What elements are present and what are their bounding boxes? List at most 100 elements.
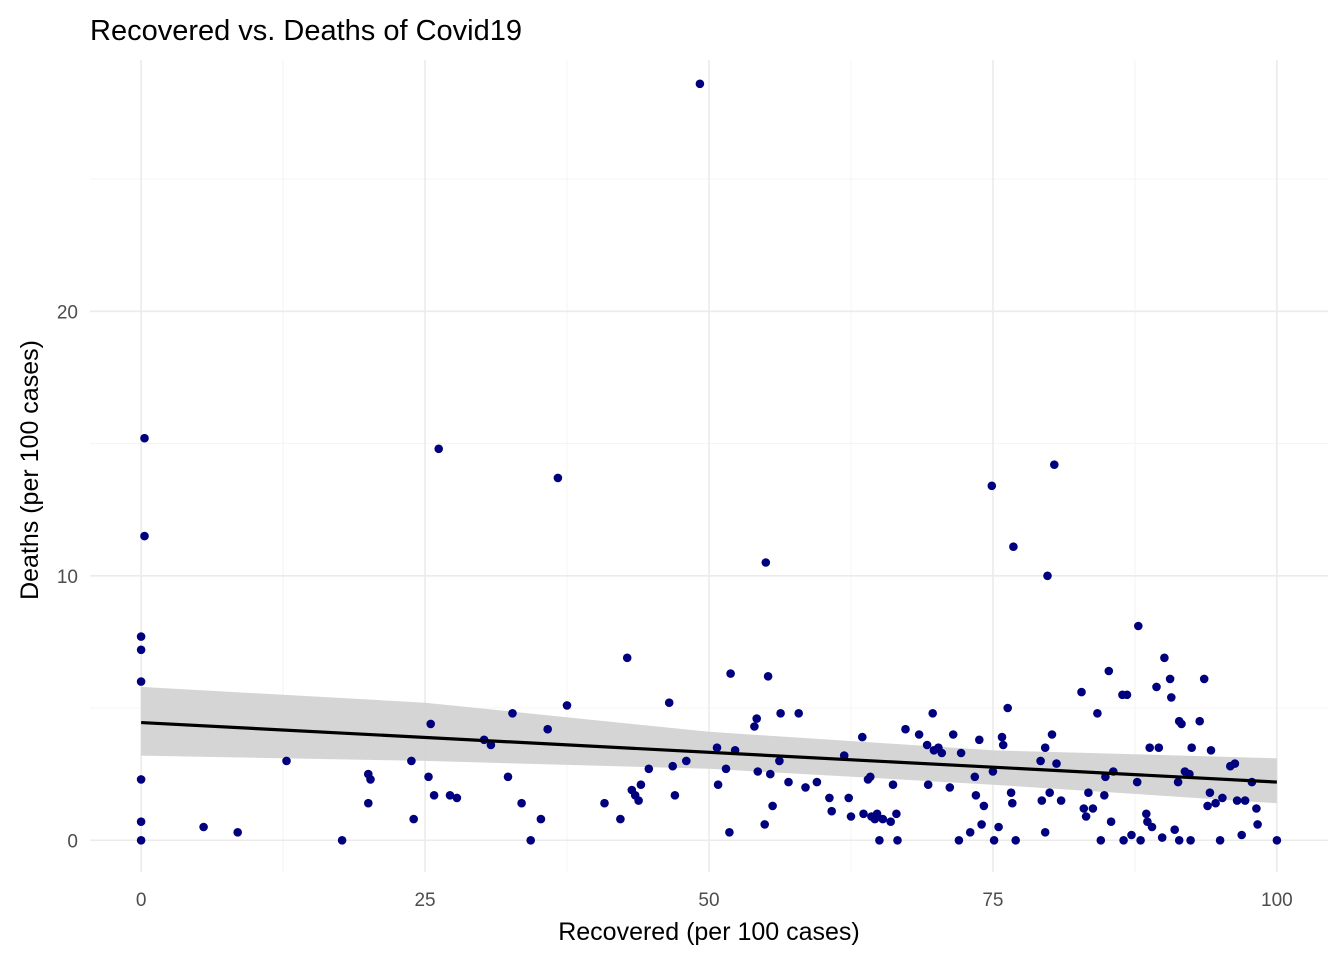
x-tick-label: 100	[1261, 890, 1293, 911]
data-point	[136, 836, 146, 845]
data-point	[508, 709, 517, 718]
data-point	[760, 820, 769, 829]
data-point	[761, 558, 771, 567]
data-point	[1167, 693, 1176, 702]
data-point	[1093, 709, 1102, 718]
data-point	[812, 777, 822, 787]
data-point	[337, 836, 347, 845]
data-point	[872, 809, 882, 819]
data-point	[1252, 804, 1261, 813]
data-point	[1187, 743, 1196, 752]
data-point	[140, 433, 149, 443]
data-point	[923, 780, 933, 789]
data-point	[1142, 809, 1151, 819]
data-point	[794, 709, 803, 718]
data-point	[1096, 836, 1106, 845]
data-point	[1081, 812, 1091, 821]
data-point	[989, 836, 999, 845]
data-point	[892, 809, 901, 819]
data-point	[893, 836, 902, 845]
data-point	[1122, 690, 1132, 700]
data-point	[987, 481, 997, 491]
data-point	[888, 780, 898, 789]
data-point	[1170, 825, 1179, 834]
data-point	[1205, 788, 1215, 797]
data-point	[668, 761, 677, 771]
data-point	[445, 791, 455, 800]
data-point	[886, 817, 895, 826]
data-point	[1040, 828, 1050, 837]
data-point	[1145, 743, 1154, 752]
data-point	[140, 531, 149, 541]
data-point	[1147, 822, 1157, 832]
data-point	[988, 767, 998, 776]
data-point	[971, 791, 981, 800]
data-point	[712, 743, 722, 752]
data-point	[945, 783, 955, 792]
data-point	[1240, 796, 1250, 805]
data-point	[1211, 798, 1220, 808]
data-point	[1008, 798, 1017, 808]
data-point	[452, 793, 462, 803]
data-point	[1199, 674, 1209, 684]
data-point	[979, 801, 989, 811]
data-point	[878, 814, 888, 824]
data-point	[1206, 746, 1216, 755]
data-point	[695, 79, 705, 89]
data-point	[1186, 836, 1195, 845]
data-point	[977, 820, 986, 829]
data-point	[136, 817, 146, 826]
data-point	[199, 822, 208, 832]
data-point	[1157, 833, 1167, 842]
data-point	[859, 809, 868, 819]
data-point	[1040, 743, 1050, 752]
data-point	[136, 677, 146, 686]
data-point	[801, 783, 810, 792]
data-point	[721, 764, 731, 774]
chart-title: Recovered vs. Deaths of Covid19	[90, 15, 522, 47]
data-point	[429, 791, 439, 800]
data-point	[1009, 542, 1018, 551]
x-axis-title: Recovered (per 100 cases)	[558, 918, 860, 946]
data-point	[1253, 820, 1262, 829]
y-tick-label: 20	[57, 302, 78, 323]
y-axis-ticks: 0 10 20	[57, 302, 78, 852]
data-point	[954, 836, 964, 845]
data-point	[825, 793, 834, 803]
data-point	[858, 732, 867, 742]
data-point	[426, 719, 436, 729]
data-point	[1154, 743, 1164, 752]
data-point	[914, 730, 924, 739]
data-points	[136, 79, 1282, 845]
data-point	[875, 836, 884, 845]
data-point	[1177, 719, 1186, 729]
data-point	[846, 812, 856, 821]
data-point	[1136, 836, 1145, 845]
x-axis-ticks: 0 25 50 75 100	[136, 890, 1293, 911]
data-point	[763, 672, 773, 681]
data-point	[136, 632, 146, 641]
data-point	[1230, 759, 1240, 768]
data-point	[948, 730, 958, 739]
data-point	[1152, 682, 1161, 692]
data-point	[664, 698, 674, 707]
data-point	[1127, 830, 1136, 840]
data-point	[750, 722, 759, 731]
data-point	[366, 775, 375, 784]
data-point	[970, 772, 980, 782]
y-tick-label: 0	[67, 831, 78, 852]
data-point	[233, 828, 242, 837]
data-point	[928, 709, 937, 718]
y-tick-label: 10	[57, 567, 78, 588]
data-point	[1203, 801, 1212, 811]
data-point	[901, 724, 910, 734]
data-point	[1006, 788, 1016, 797]
data-point	[1237, 830, 1246, 840]
data-point	[407, 756, 416, 766]
data-point	[1052, 759, 1061, 768]
data-point	[553, 473, 563, 483]
data-point	[1232, 796, 1242, 805]
data-point	[409, 814, 419, 824]
data-point	[827, 806, 836, 816]
